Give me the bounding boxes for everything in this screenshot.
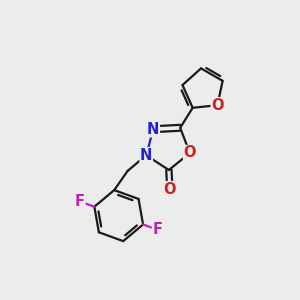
Text: F: F [75,194,85,209]
Text: O: O [164,182,176,196]
Text: N: N [140,148,152,163]
Text: F: F [152,222,163,237]
Text: O: O [184,146,196,160]
Text: O: O [211,98,224,113]
Text: N: N [147,122,159,137]
